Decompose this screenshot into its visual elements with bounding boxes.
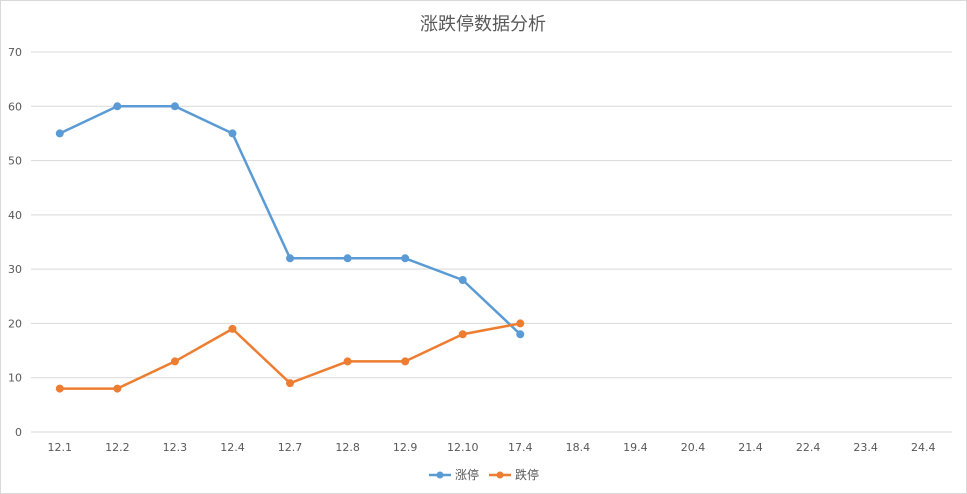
x-axis-tick-labels: 12.1 12.2 12.3 12.4 12.7 12.8 12.9 12.10 17.4 18.… bbox=[48, 441, 936, 454]
x-tick-label: 12.10 bbox=[447, 441, 479, 454]
x-tick-label: 12.8 bbox=[335, 441, 360, 454]
x-tick-label: 12.4 bbox=[220, 441, 245, 454]
x-tick-label: 12.2 bbox=[105, 441, 130, 454]
y-tick-label: 10 bbox=[8, 372, 22, 385]
data-point bbox=[286, 379, 295, 388]
x-tick-label: 19.4 bbox=[623, 441, 648, 454]
data-point bbox=[516, 330, 525, 339]
data-point bbox=[113, 102, 122, 111]
x-tick-label: 20.4 bbox=[681, 441, 706, 454]
data-point bbox=[343, 357, 352, 366]
x-tick-label: 12.1 bbox=[48, 441, 73, 454]
legend-label: 跌停 bbox=[515, 467, 539, 482]
data-point bbox=[286, 254, 295, 263]
data-point bbox=[55, 129, 64, 138]
x-tick-label: 12.9 bbox=[393, 441, 418, 454]
x-tick-label: 23.4 bbox=[853, 441, 878, 454]
data-series bbox=[55, 102, 525, 393]
legend-marker bbox=[496, 471, 504, 479]
x-tick-label: 22.4 bbox=[796, 441, 821, 454]
series-1 bbox=[55, 102, 525, 339]
data-point bbox=[55, 384, 64, 393]
x-tick-label: 21.4 bbox=[738, 441, 763, 454]
data-point bbox=[113, 384, 122, 393]
data-point bbox=[401, 254, 410, 263]
data-point bbox=[170, 102, 179, 111]
legend-label: 涨停 bbox=[455, 467, 479, 482]
data-point bbox=[401, 357, 410, 366]
data-point bbox=[170, 357, 179, 366]
series-line bbox=[58, 322, 522, 390]
x-tick-label: 18.4 bbox=[566, 441, 591, 454]
y-tick-label: 60 bbox=[8, 100, 22, 113]
gridlines bbox=[31, 51, 952, 433]
y-axis-tick-labels: 0 10 20 30 40 50 60 70 bbox=[8, 46, 22, 439]
legend-item: 涨停 bbox=[429, 467, 479, 482]
y-tick-label: 30 bbox=[8, 263, 22, 276]
y-tick-label: 0 bbox=[15, 426, 22, 439]
x-tick-label: 12.7 bbox=[278, 441, 303, 454]
y-tick-label: 20 bbox=[8, 317, 22, 330]
legend: 涨停 跌停 bbox=[429, 467, 539, 482]
series-line bbox=[58, 105, 522, 336]
y-tick-label: 40 bbox=[8, 209, 22, 222]
data-point bbox=[228, 129, 237, 138]
series-2 bbox=[55, 319, 525, 393]
data-point bbox=[458, 330, 467, 339]
legend-item: 跌停 bbox=[489, 467, 539, 482]
x-tick-label: 24.4 bbox=[911, 441, 936, 454]
y-tick-label: 70 bbox=[8, 46, 22, 59]
data-point bbox=[343, 254, 352, 263]
chart-title: 涨跌停数据分析 bbox=[420, 14, 546, 35]
x-tick-label: 12.3 bbox=[163, 441, 188, 454]
data-point bbox=[458, 276, 467, 284]
data-point bbox=[228, 324, 237, 333]
y-tick-label: 50 bbox=[8, 155, 22, 168]
legend-marker bbox=[436, 471, 444, 479]
data-point bbox=[516, 319, 525, 328]
x-tick-label: 17.4 bbox=[508, 441, 533, 454]
